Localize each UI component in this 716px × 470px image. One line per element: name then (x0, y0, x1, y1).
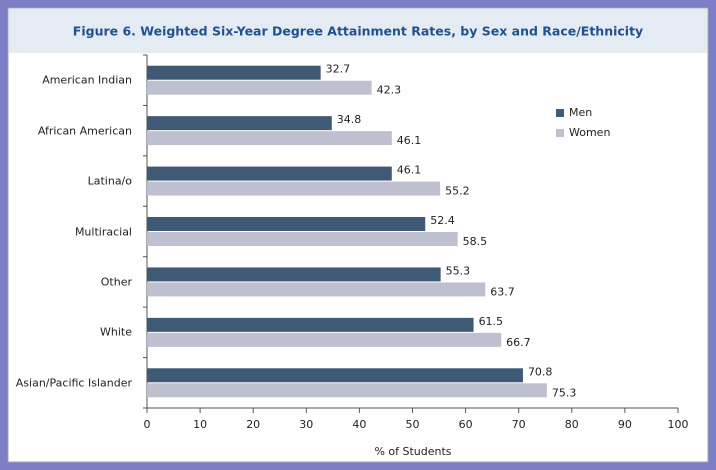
bar (147, 317, 474, 332)
x-tick-label: 70 (512, 418, 526, 431)
data-label: 58.5 (463, 235, 488, 248)
bar (147, 232, 458, 246)
data-label: 46.1 (397, 134, 422, 147)
legend-swatch (556, 129, 564, 137)
data-label: 61.5 (479, 315, 504, 328)
bar (147, 131, 392, 146)
x-tick-label: 20 (246, 418, 260, 431)
data-label: 55.2 (445, 185, 470, 198)
bar (147, 383, 547, 398)
bar (147, 217, 426, 231)
bar (147, 166, 392, 181)
x-tick-label: 100 (668, 418, 689, 431)
legend-label: Men (569, 106, 592, 119)
data-label: 42.3 (377, 84, 402, 97)
x-tick-label: 60 (459, 418, 473, 431)
bar (147, 282, 486, 297)
data-label: 70.8 (528, 365, 553, 378)
title-bar (9, 9, 707, 53)
bar (147, 80, 372, 95)
x-tick-label: 30 (299, 418, 313, 431)
x-tick-label: 50 (406, 418, 420, 431)
y-tick-label: American Indian (42, 73, 132, 87)
y-tick-label: Latina/o (87, 174, 132, 188)
bar (147, 368, 523, 383)
bar (147, 267, 441, 282)
x-tick-label: 90 (618, 418, 632, 431)
data-label: 52.4 (430, 214, 455, 227)
data-label: 63.7 (490, 285, 515, 298)
x-axis-label: % of Students (374, 445, 451, 458)
x-tick-label: 0 (144, 418, 151, 431)
x-tick-label: 40 (352, 418, 366, 431)
chart-title: Figure 6. Weighted Six-Year Degree Attai… (73, 24, 643, 39)
x-tick-label: 80 (565, 418, 579, 431)
y-tick-label: White (100, 325, 132, 339)
bar (147, 116, 332, 131)
data-label: 66.7 (506, 336, 531, 349)
y-tick-label: African American (37, 124, 132, 138)
y-tick-label: Multiracial (74, 225, 132, 238)
bar (147, 332, 502, 347)
bar (147, 181, 441, 196)
bar (147, 65, 321, 80)
legend-label: Women (569, 126, 610, 139)
data-label: 46.1 (397, 164, 422, 177)
data-label: 55.3 (446, 264, 471, 277)
legend-swatch (556, 109, 564, 117)
x-tick-label: 10 (193, 418, 207, 431)
data-label: 32.7 (326, 63, 351, 76)
data-label: 34.8 (337, 113, 362, 126)
y-tick-label: Other (100, 275, 132, 289)
data-label: 75.3 (552, 386, 577, 399)
y-tick-label: Asian/Pacific Islander (15, 376, 132, 390)
